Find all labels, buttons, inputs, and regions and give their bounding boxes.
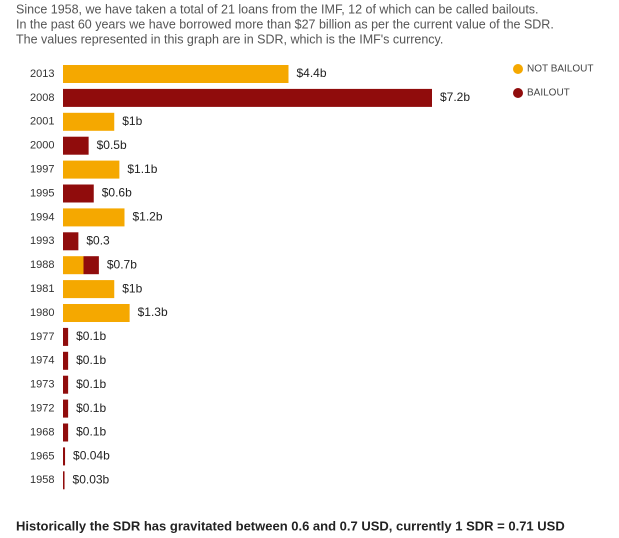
- bar: [63, 423, 69, 442]
- bar: [63, 65, 289, 83]
- value-label: $0.5b: [97, 138, 127, 152]
- category-label: 1981: [30, 283, 54, 295]
- category-label: 2008: [30, 92, 54, 104]
- category-label: 1958: [30, 474, 54, 486]
- bar: [63, 208, 125, 227]
- bar: [63, 351, 69, 370]
- value-label: $0.1b: [76, 329, 106, 343]
- category-label: 1997: [30, 164, 54, 176]
- bar: [63, 399, 69, 418]
- legend-label: NOT BAILOUT: [527, 64, 594, 75]
- value-label: $0.03b: [73, 472, 110, 486]
- value-label: $1.1b: [127, 162, 157, 176]
- bar: [63, 88, 432, 107]
- value-label: $0.3: [86, 233, 110, 247]
- bar: [63, 471, 65, 490]
- value-label: $0.1b: [76, 401, 106, 415]
- bar: [63, 160, 120, 179]
- category-label: 1977: [30, 331, 54, 343]
- category-label: 2001: [30, 116, 54, 128]
- category-label: 1988: [30, 259, 54, 271]
- value-label: $1.3b: [138, 305, 168, 319]
- value-label: $4.4b: [297, 66, 327, 80]
- bar: [63, 447, 66, 466]
- value-label: $0.1b: [76, 353, 106, 367]
- category-label: 1980: [30, 307, 54, 319]
- bar: [63, 280, 115, 299]
- bar: [63, 232, 79, 251]
- category-label: 1972: [30, 403, 54, 415]
- bar: [63, 184, 94, 203]
- category-label: 2000: [30, 140, 54, 152]
- legend-swatch: [513, 64, 523, 74]
- bar: [63, 256, 84, 275]
- value-label: $0.1b: [76, 425, 106, 439]
- value-label: $7.2b: [440, 90, 470, 104]
- legend-swatch: [513, 88, 523, 98]
- value-label: $1b: [122, 114, 142, 128]
- category-label: 1974: [30, 355, 54, 367]
- value-label: $0.7b: [107, 257, 137, 271]
- footer: Historically the SDR has gravitated betw…: [16, 518, 565, 533]
- subtitle: Since 1958, we have taken a total of 21 …: [16, 2, 539, 16]
- value-label: $0.1b: [76, 377, 106, 391]
- legend-label: BAILOUT: [527, 88, 570, 99]
- value-label: $0.04b: [73, 449, 110, 463]
- category-label: 1993: [30, 235, 54, 247]
- value-label: $1.2b: [133, 210, 163, 224]
- bar: [63, 304, 130, 322]
- bar: [63, 136, 89, 155]
- value-label: $0.6b: [102, 186, 132, 200]
- category-label: 1968: [30, 426, 54, 438]
- category-label: 1994: [30, 211, 54, 223]
- bar: [83, 256, 99, 275]
- subtitle: In the past 60 years we have borrowed mo…: [16, 17, 554, 31]
- category-label: 2013: [30, 68, 54, 80]
- category-label: 1995: [30, 187, 54, 199]
- category-label: 1965: [30, 450, 54, 462]
- bar: [63, 375, 69, 394]
- value-label: $1b: [122, 281, 142, 295]
- subtitle: The values represented in this graph are…: [16, 32, 443, 46]
- category-label: 1973: [30, 379, 54, 391]
- bar: [63, 112, 115, 131]
- bar: [63, 327, 69, 346]
